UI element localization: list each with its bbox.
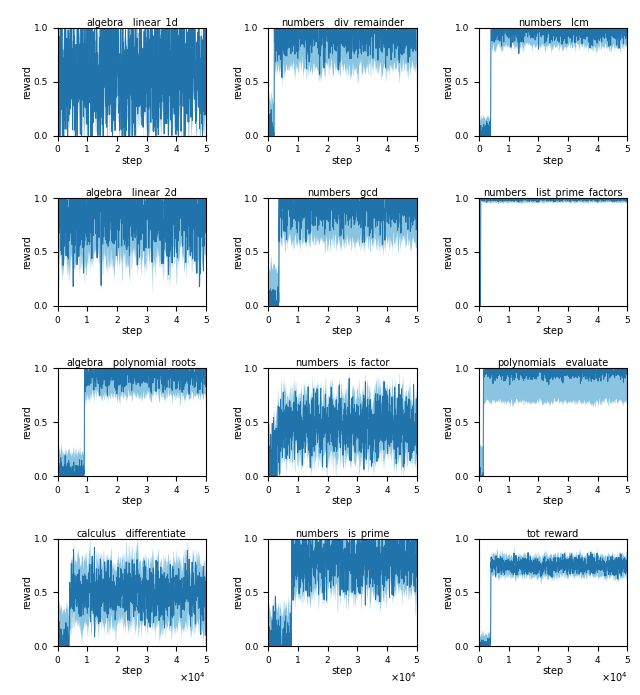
- Y-axis label: reward: reward: [444, 235, 453, 269]
- X-axis label: step: step: [332, 156, 353, 165]
- X-axis label: step: step: [543, 667, 564, 676]
- Title: algebra__linear_1d: algebra__linear_1d: [86, 17, 178, 28]
- Title: calculus__differentiate: calculus__differentiate: [77, 528, 187, 539]
- X-axis label: step: step: [543, 326, 564, 336]
- Y-axis label: reward: reward: [22, 235, 32, 269]
- Title: numbers__list_prime_factors: numbers__list_prime_factors: [483, 187, 623, 198]
- Y-axis label: reward: reward: [233, 405, 243, 439]
- X-axis label: step: step: [332, 326, 353, 336]
- Y-axis label: reward: reward: [444, 405, 453, 439]
- X-axis label: step: step: [121, 667, 142, 676]
- X-axis label: step: step: [121, 156, 142, 165]
- Title: numbers__gcd: numbers__gcd: [307, 187, 378, 198]
- Title: numbers__is_factor: numbers__is_factor: [295, 357, 390, 368]
- Y-axis label: reward: reward: [22, 65, 32, 99]
- X-axis label: step: step: [332, 496, 353, 506]
- Title: algebra__polynomial_roots: algebra__polynomial_roots: [67, 357, 196, 368]
- X-axis label: step: step: [543, 496, 564, 506]
- Title: tot_reward: tot_reward: [527, 528, 579, 539]
- Y-axis label: reward: reward: [444, 65, 453, 99]
- X-axis label: step: step: [332, 667, 353, 676]
- Y-axis label: reward: reward: [22, 575, 32, 610]
- X-axis label: step: step: [543, 156, 564, 165]
- Text: $\times10^4$: $\times10^4$: [179, 670, 206, 684]
- Title: numbers__lcm: numbers__lcm: [518, 17, 588, 28]
- X-axis label: step: step: [121, 496, 142, 506]
- Y-axis label: reward: reward: [233, 65, 243, 99]
- Text: $\times10^4$: $\times10^4$: [390, 670, 417, 684]
- Title: numbers__is_prime: numbers__is_prime: [295, 528, 390, 539]
- X-axis label: step: step: [121, 326, 142, 336]
- Y-axis label: reward: reward: [233, 575, 243, 610]
- Text: $\times10^4$: $\times10^4$: [600, 670, 627, 684]
- Y-axis label: reward: reward: [22, 405, 32, 439]
- Y-axis label: reward: reward: [444, 575, 453, 610]
- Title: algebra__linear_2d: algebra__linear_2d: [86, 187, 178, 198]
- Title: numbers__div_remainder: numbers__div_remainder: [281, 17, 404, 28]
- Title: polynomials__evaluate: polynomials__evaluate: [497, 357, 609, 368]
- Y-axis label: reward: reward: [233, 235, 243, 269]
